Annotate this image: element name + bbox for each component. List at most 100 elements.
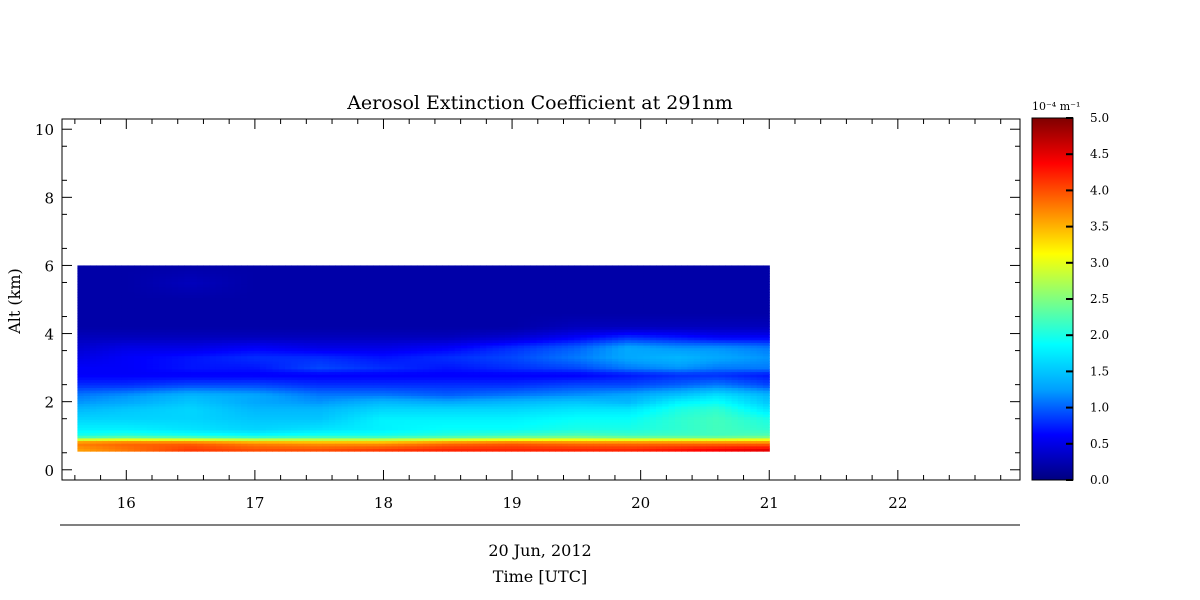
heatmap-cell (165, 318, 173, 322)
heatmap-cell (517, 302, 525, 306)
heatmap-cell (272, 344, 280, 349)
heatmap-cell (303, 437, 311, 442)
heatmap-cell (253, 276, 261, 280)
heatmap-cell (297, 321, 305, 325)
heatmap-cell (329, 281, 336, 285)
heatmap-cell (102, 265, 110, 269)
heatmap-cell (435, 366, 443, 370)
heatmap-cell (354, 424, 362, 428)
heatmap-cell (322, 411, 330, 415)
heatmap-cell (259, 382, 267, 386)
heatmap-cell (373, 387, 380, 391)
heatmap-cell (134, 374, 141, 378)
heatmap-cell (272, 329, 280, 333)
heatmap-cell (115, 315, 123, 320)
heatmap-cell (341, 302, 349, 306)
heatmap-cell (190, 305, 198, 309)
heatmap-cell (473, 273, 481, 277)
heatmap-cell (77, 268, 85, 272)
heatmap-cell (171, 305, 179, 309)
heatmap-cell (347, 323, 355, 328)
heatmap-cell (322, 265, 330, 269)
heatmap-cell (379, 392, 387, 396)
heatmap-cell (511, 387, 519, 391)
heatmap-cell (159, 276, 167, 280)
heatmap-cell (448, 429, 456, 434)
heatmap-cell (492, 416, 500, 420)
heatmap-cell (196, 445, 204, 449)
heatmap-cell (240, 326, 248, 330)
heatmap-cell (373, 284, 380, 288)
heatmap-cell (322, 390, 330, 394)
heatmap-cell (278, 284, 286, 288)
heatmap-cell (360, 374, 368, 378)
heatmap-cell (266, 321, 273, 325)
heatmap-cell (77, 344, 85, 349)
heatmap-cell (473, 315, 481, 320)
heatmap-cell (108, 387, 116, 391)
heatmap-cell (373, 313, 380, 317)
heatmap-cell (215, 315, 223, 320)
heatmap-cell (373, 281, 380, 285)
heatmap-cell (391, 315, 399, 320)
heatmap-cell (360, 398, 368, 402)
heatmap-cell (341, 424, 349, 428)
heatmap-cell (448, 289, 456, 293)
heatmap-cell (184, 321, 192, 325)
heatmap-cell (391, 291, 399, 296)
heatmap-cell (140, 321, 148, 325)
heatmap-cell (429, 437, 437, 442)
heatmap-cell (479, 403, 487, 407)
heatmap-cell (284, 313, 292, 317)
heatmap-cell (127, 374, 135, 378)
heatmap-cell (184, 310, 192, 314)
heatmap-cell (511, 291, 519, 296)
heatmap-cell (467, 371, 475, 375)
heatmap-cell (523, 429, 531, 434)
heatmap-cell (108, 427, 116, 431)
heatmap-cell (159, 437, 167, 442)
heatmap-cell (486, 291, 494, 296)
heatmap-cell (234, 429, 242, 434)
heatmap-cell (303, 318, 311, 322)
heatmap-cell (291, 355, 299, 359)
heatmap-cell (228, 400, 236, 404)
heatmap-cell (83, 326, 91, 330)
heatmap-cell (373, 344, 380, 349)
heatmap-cell (423, 390, 431, 394)
heatmap-cell (291, 342, 299, 346)
heatmap-cell (184, 429, 192, 434)
heatmap-cell (404, 358, 412, 362)
heatmap-cell (435, 268, 443, 272)
heatmap-cell (316, 382, 324, 386)
heatmap-cell (442, 326, 450, 330)
heatmap-cell (140, 411, 148, 415)
heatmap-cell (461, 366, 468, 370)
heatmap-cell (517, 395, 525, 399)
heatmap-cell (134, 297, 141, 301)
heatmap-cell (335, 284, 343, 288)
heatmap-cell (121, 318, 129, 322)
heatmap-cell (473, 432, 481, 436)
heatmap-cell (272, 408, 280, 412)
heatmap-cell (435, 358, 443, 362)
heatmap-cell (366, 437, 374, 442)
heatmap-cell (159, 411, 167, 415)
heatmap-cell (379, 368, 387, 373)
heatmap-cell (240, 350, 248, 354)
heatmap-cell (278, 278, 286, 282)
heatmap-cell (341, 360, 349, 365)
heatmap-cell (391, 419, 399, 423)
heatmap-cell (159, 368, 167, 373)
heatmap-cell (492, 398, 500, 402)
heatmap-cell (404, 331, 412, 335)
heatmap-cell (429, 424, 437, 428)
heatmap-cell (316, 318, 324, 322)
heatmap-cell (77, 337, 85, 341)
heatmap-cell (215, 313, 223, 317)
heatmap-cell (152, 273, 160, 277)
heatmap-cell (473, 299, 481, 304)
heatmap-cell (354, 368, 362, 373)
heatmap-cell (165, 379, 173, 383)
heatmap-cell (278, 344, 286, 349)
